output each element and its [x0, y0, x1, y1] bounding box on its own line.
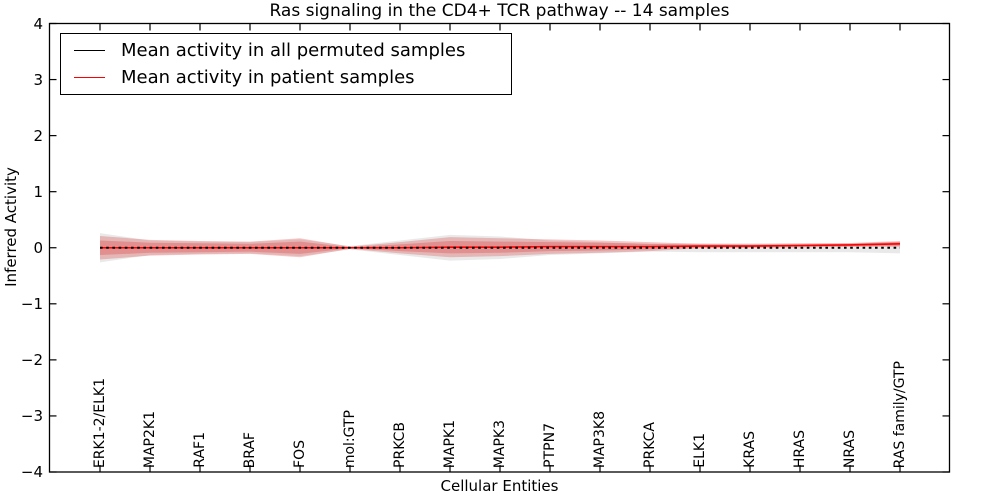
x-tick-label: mol:GTP	[342, 409, 358, 468]
x-tick-label: BRAF	[242, 431, 258, 468]
legend-label-patient: Mean activity in patient samples	[121, 67, 415, 88]
y-tick-label: −3	[20, 406, 43, 425]
x-tick-label: FOS	[292, 440, 308, 468]
y-tick-label: 1	[33, 182, 43, 201]
series-line-patient-mean	[100, 243, 901, 249]
x-tick-label: NRAS	[842, 429, 858, 468]
x-tick-label: PRKCA	[642, 422, 658, 468]
y-tick-label: −2	[20, 350, 43, 369]
legend: Mean activity in all permuted samples Me…	[60, 33, 512, 95]
y-tick-label: 4	[33, 14, 43, 33]
x-tick-label: KRAS	[742, 431, 758, 468]
x-tick-label: HRAS	[792, 429, 808, 468]
y-tick-label: 2	[33, 126, 43, 145]
x-tick-label: ELK1	[692, 433, 708, 468]
legend-entry-permuted: Mean activity in all permuted samples	[61, 40, 511, 61]
x-tick-label: ERK1-2/ELK1	[92, 377, 108, 468]
x-tick-label: MAPK1	[442, 419, 458, 468]
y-tick-label: 0	[33, 238, 43, 257]
x-tick-label: PTPN7	[542, 423, 558, 468]
chart-title: Ras signaling in the CD4+ TCR pathway --…	[269, 1, 730, 21]
legend-label-permuted: Mean activity in all permuted samples	[121, 40, 466, 61]
x-tick-label: RAF1	[192, 432, 208, 468]
x-tick-label: MAP2K1	[142, 410, 158, 468]
permuted-line-swatch-icon	[74, 50, 105, 51]
y-tick-label: 3	[33, 70, 43, 89]
y-tick-label: −4	[20, 463, 43, 481]
x-tick-label: MAPK3	[492, 419, 508, 468]
patient-line-swatch-icon	[74, 77, 105, 78]
legend-entry-patient: Mean activity in patient samples	[61, 67, 511, 88]
y-tick-label: −1	[20, 294, 43, 313]
x-axis-label: Cellular Entities	[440, 477, 559, 495]
x-tick-label: MAP3K8	[592, 410, 608, 468]
x-tick-label: RAS family/GTP	[892, 360, 908, 468]
x-tick-label: PRKCB	[392, 422, 408, 468]
